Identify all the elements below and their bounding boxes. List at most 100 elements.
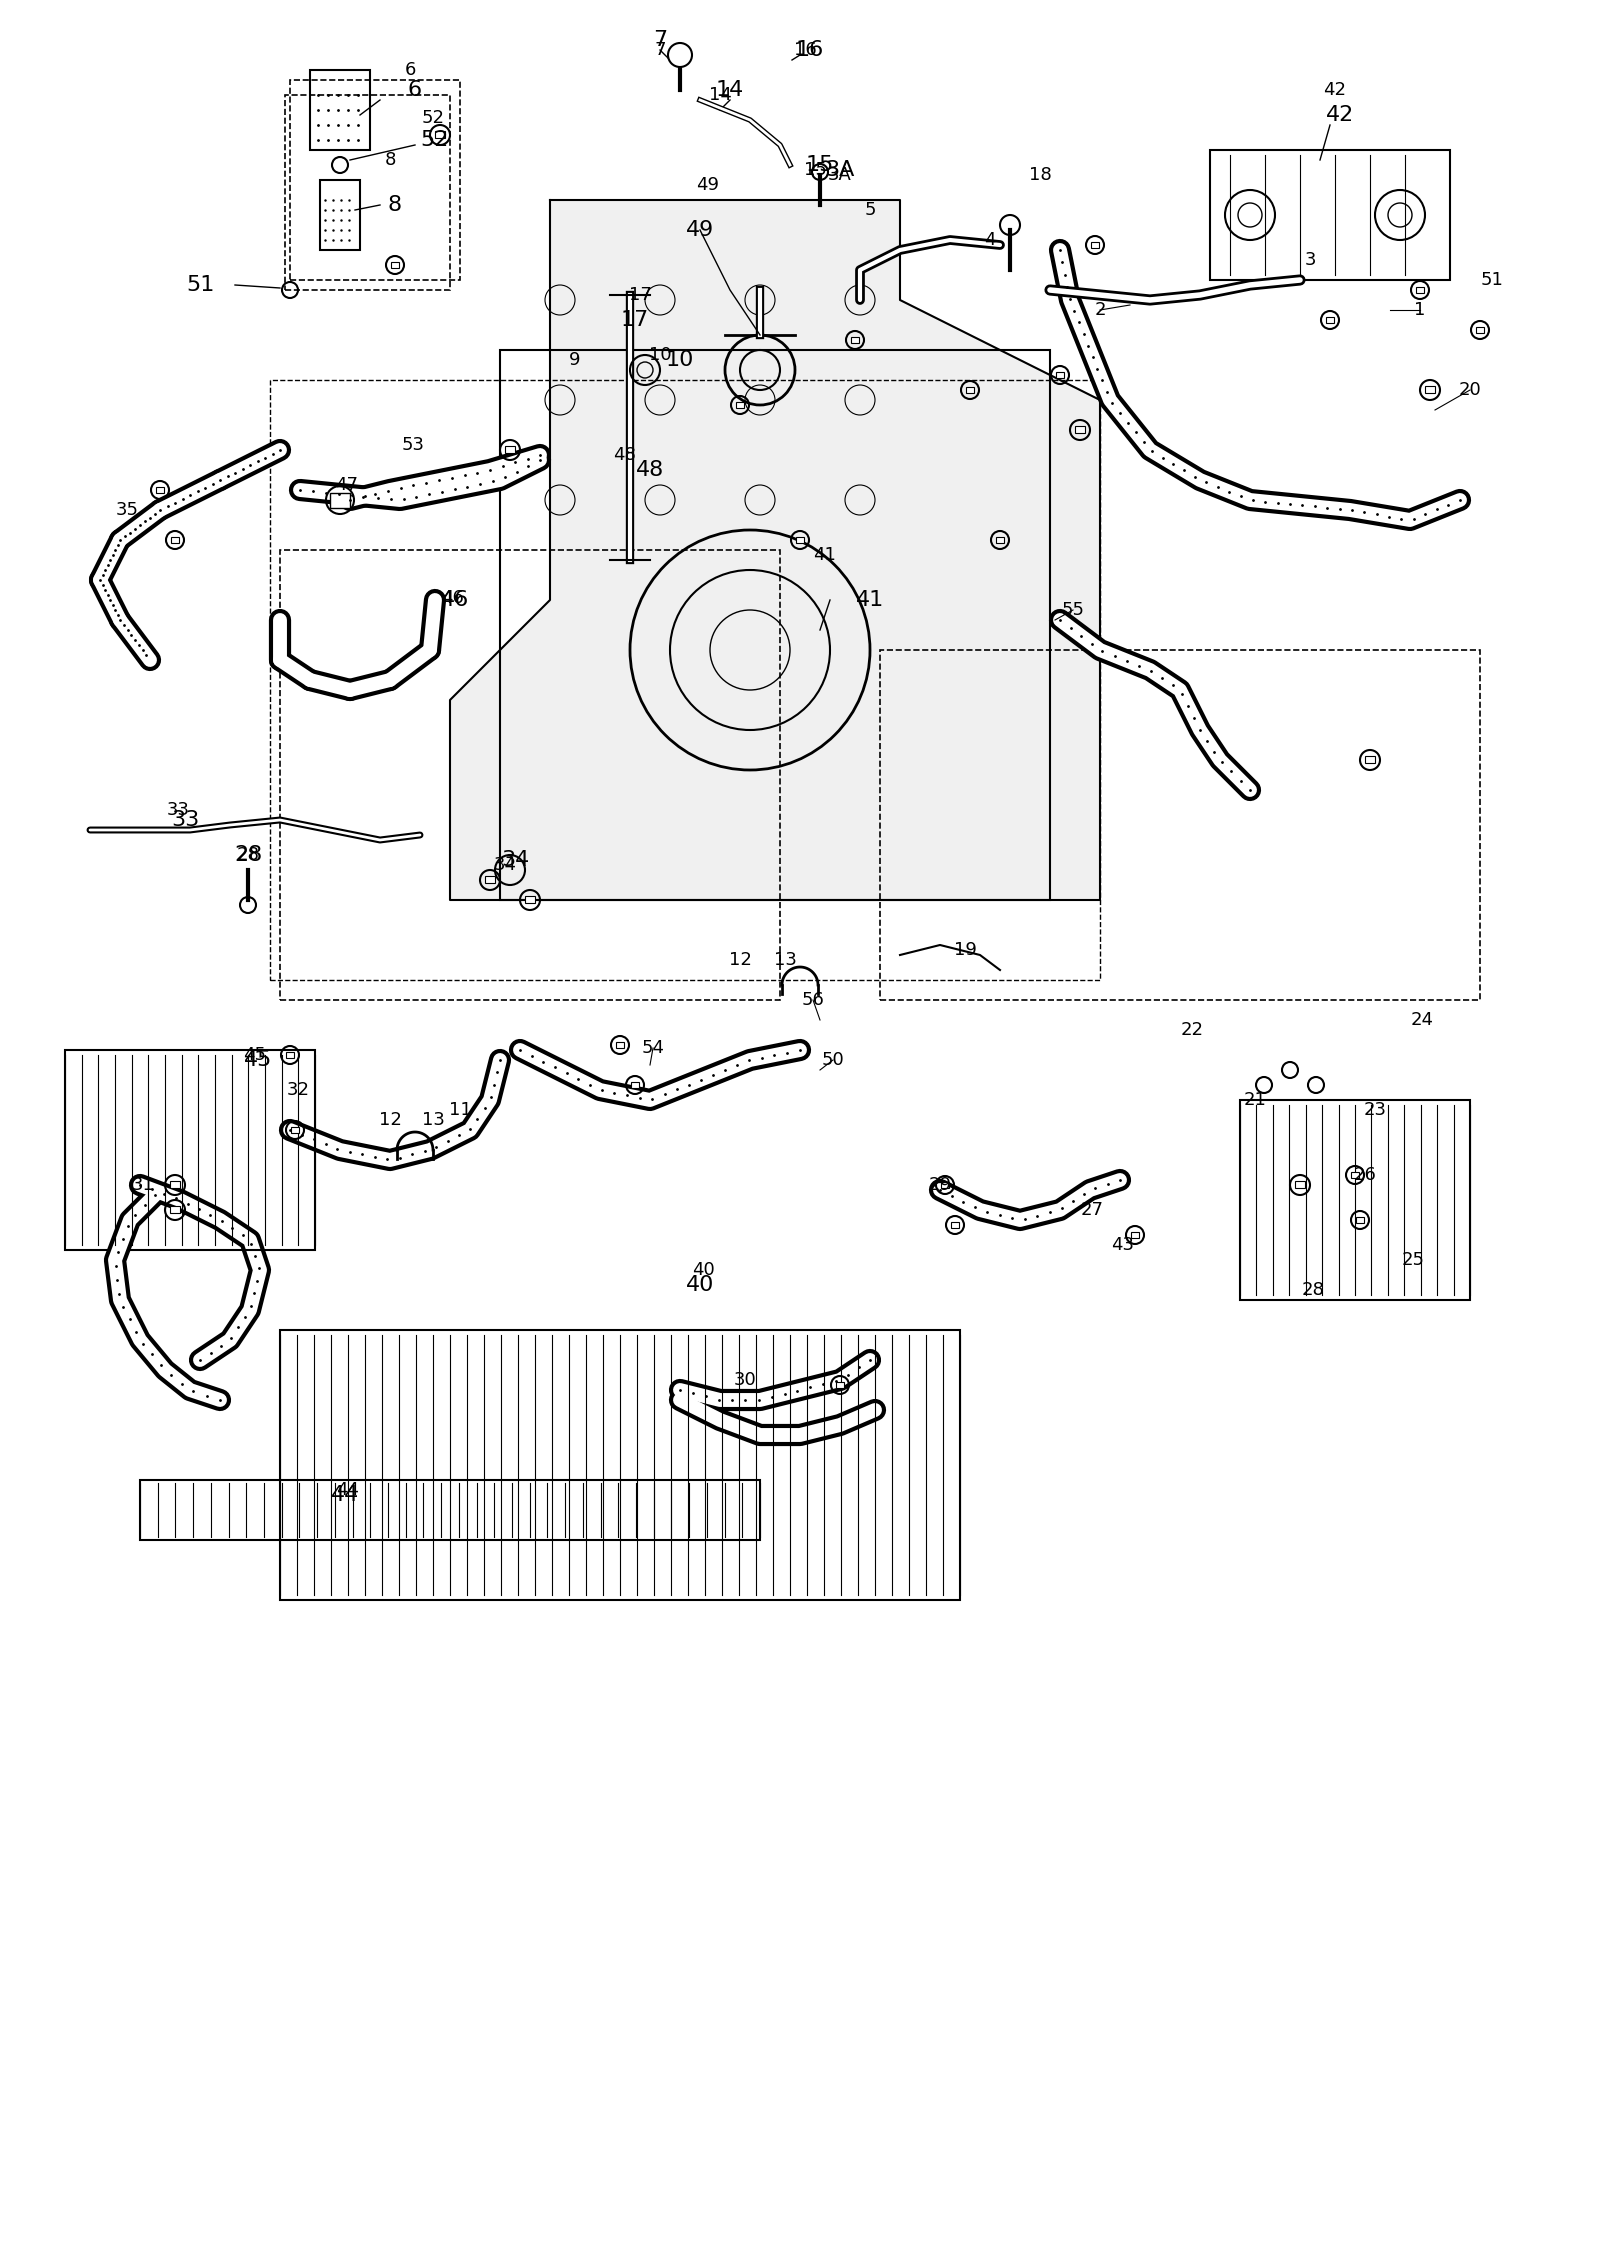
Text: 14: 14 (709, 86, 731, 104)
Text: 48: 48 (635, 460, 664, 481)
Bar (141, 1480, 760, 1541)
Text: 47: 47 (336, 476, 358, 494)
Text: 52: 52 (421, 108, 445, 126)
Text: 46: 46 (442, 591, 469, 609)
Text: 12: 12 (379, 1110, 402, 1128)
Text: 45: 45 (243, 1047, 267, 1065)
Text: 22: 22 (1181, 1022, 1203, 1040)
Bar (797, 537, 805, 544)
Text: 3: 3 (1304, 250, 1315, 268)
Bar (280, 1331, 960, 1600)
Bar (170, 1180, 179, 1189)
Text: 6: 6 (408, 79, 422, 99)
Text: 24: 24 (1411, 1011, 1434, 1029)
Text: 26: 26 (1354, 1166, 1376, 1184)
Text: 55: 55 (1061, 600, 1085, 618)
Text: 20: 20 (1459, 381, 1482, 399)
Text: 40: 40 (691, 1261, 714, 1279)
Text: 49: 49 (686, 221, 714, 239)
Text: 15: 15 (803, 160, 827, 178)
Bar (170, 1207, 179, 1214)
Text: 12: 12 (728, 952, 752, 970)
Bar (835, 1383, 845, 1387)
Bar (1091, 241, 1099, 248)
Text: 7: 7 (653, 29, 667, 50)
Text: 2: 2 (1094, 300, 1106, 318)
Text: 53: 53 (402, 435, 424, 453)
Text: 48: 48 (613, 447, 637, 465)
Text: 43: 43 (1112, 1236, 1134, 1254)
Bar (66, 1049, 315, 1250)
Text: 33: 33 (171, 810, 198, 830)
Bar (941, 1182, 949, 1189)
Text: 18: 18 (1029, 167, 1051, 185)
Text: 34: 34 (493, 855, 517, 873)
Text: 51: 51 (186, 275, 214, 296)
Text: 35: 35 (115, 501, 139, 519)
Bar (950, 1223, 958, 1227)
Bar (851, 336, 859, 343)
Bar (171, 537, 179, 544)
Bar (286, 1051, 294, 1058)
Text: 3A: 3A (826, 160, 854, 180)
Text: 27: 27 (1080, 1200, 1104, 1218)
Text: 25: 25 (1402, 1252, 1424, 1268)
Polygon shape (450, 201, 1101, 900)
Text: 9: 9 (570, 352, 581, 370)
Text: 30: 30 (734, 1372, 757, 1390)
Text: 10: 10 (666, 350, 694, 370)
Text: 29: 29 (928, 1175, 952, 1193)
Text: 10: 10 (648, 345, 672, 363)
Text: 45: 45 (243, 1049, 272, 1069)
Text: 13: 13 (773, 952, 797, 970)
Bar (525, 896, 534, 902)
Text: 28: 28 (234, 846, 262, 864)
Text: 40: 40 (686, 1275, 714, 1295)
Bar (270, 379, 1101, 979)
Bar (1365, 756, 1374, 763)
Text: 42: 42 (1323, 81, 1347, 99)
Bar (285, 95, 450, 291)
Text: 34: 34 (501, 851, 530, 871)
Text: 46: 46 (442, 589, 464, 607)
Text: 6: 6 (405, 61, 416, 79)
Text: 3A: 3A (829, 167, 851, 185)
Bar (330, 494, 350, 508)
Text: 16: 16 (795, 41, 824, 61)
Bar (390, 262, 398, 268)
Text: 54: 54 (642, 1040, 664, 1058)
Bar (320, 180, 360, 250)
Text: 44: 44 (331, 1484, 358, 1505)
Bar (966, 388, 974, 393)
Text: 41: 41 (813, 546, 837, 564)
Text: 19: 19 (954, 941, 976, 959)
Text: 13: 13 (421, 1110, 445, 1128)
Bar (630, 1083, 638, 1087)
Bar (310, 70, 370, 149)
Bar (435, 131, 445, 138)
Bar (995, 537, 1005, 544)
Bar (1475, 327, 1485, 334)
Text: 8: 8 (384, 151, 395, 169)
Text: 5: 5 (864, 201, 875, 219)
Bar (1131, 1232, 1139, 1239)
Text: 21: 21 (1243, 1092, 1267, 1110)
Text: 14: 14 (715, 79, 744, 99)
Bar (616, 1042, 624, 1049)
Text: 41: 41 (856, 591, 885, 609)
Bar (506, 447, 515, 453)
Bar (1240, 1101, 1470, 1299)
Text: 8: 8 (387, 194, 402, 214)
Bar (291, 1128, 299, 1133)
Circle shape (669, 43, 691, 68)
Text: 15: 15 (806, 156, 834, 176)
Bar (1426, 386, 1435, 393)
Bar (1075, 426, 1085, 433)
Bar (485, 875, 494, 882)
Text: 23: 23 (1363, 1101, 1387, 1119)
Text: 31: 31 (131, 1175, 155, 1193)
Bar (157, 487, 165, 494)
Text: 7: 7 (654, 41, 666, 59)
Text: 16: 16 (794, 41, 816, 59)
Text: 28: 28 (1301, 1281, 1325, 1299)
